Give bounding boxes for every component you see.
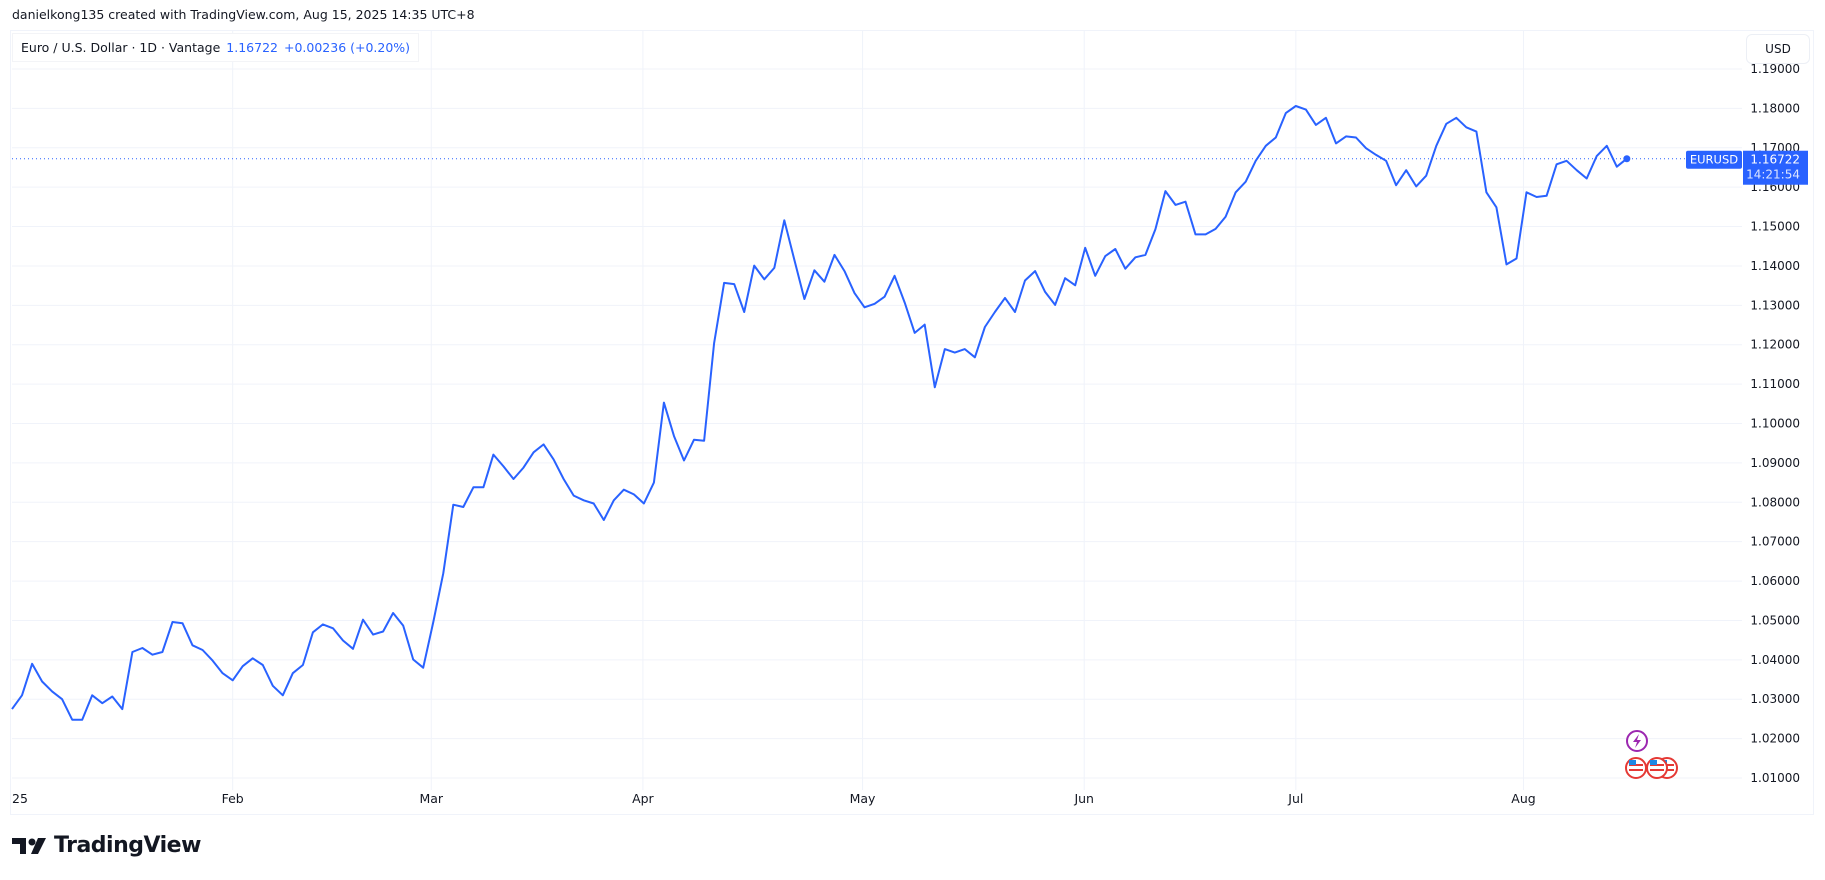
y-tick-label: 1.15000 xyxy=(1750,220,1800,234)
chart-credit: danielkong135 created with TradingView.c… xyxy=(12,7,475,22)
y-tick-label: 1.03000 xyxy=(1750,692,1800,706)
flag-stripe xyxy=(1650,769,1664,771)
symbol-tag-text: EURUSD xyxy=(1690,153,1738,167)
x-tick-label: Aug xyxy=(1511,791,1535,806)
symbol-price-tag xyxy=(1686,150,1742,169)
y-tick-label: 1.13000 xyxy=(1750,298,1800,312)
y-tick-label: 1.09000 xyxy=(1750,456,1800,470)
chart-pane[interactable] xyxy=(10,30,1814,815)
symbol-description: Euro / U.S. Dollar · 1D · Vantage xyxy=(21,40,221,55)
lightning-glyph xyxy=(1633,734,1641,748)
logo-text: TradingView xyxy=(54,833,201,858)
x-tick-label: 25 xyxy=(12,791,28,806)
flag-canton xyxy=(1650,760,1657,765)
y-tick-label: 1.12000 xyxy=(1750,338,1800,352)
y-tick-label: 1.10000 xyxy=(1750,417,1800,431)
y-tick-label: 1.04000 xyxy=(1750,653,1800,667)
last-point-marker xyxy=(1623,155,1631,163)
x-tick-label: Mar xyxy=(419,791,443,806)
symbol-legend[interactable]: Euro / U.S. Dollar · 1D · Vantage 1.1672… xyxy=(12,33,420,62)
flag-canton xyxy=(1629,760,1636,765)
currency-button[interactable]: USD xyxy=(1746,34,1810,64)
y-tick-label: 1.18000 xyxy=(1750,101,1800,115)
y-tick-label: 1.14000 xyxy=(1750,259,1800,273)
x-tick-label: Jul xyxy=(1287,791,1303,806)
price-tag-value: 1.16722 xyxy=(1750,153,1800,167)
flag-stripe xyxy=(1629,769,1643,771)
y-tick-label: 1.05000 xyxy=(1750,613,1800,627)
y-tick-label: 1.02000 xyxy=(1750,732,1800,746)
y-tick-label: 1.06000 xyxy=(1750,574,1800,588)
y-tick-label: 1.11000 xyxy=(1750,377,1800,391)
x-tick-label: Feb xyxy=(222,791,244,806)
tradingview-logo[interactable]: TradingView xyxy=(12,833,201,858)
y-tick-label: 1.07000 xyxy=(1750,535,1800,549)
price-tag-countdown: 14:21:54 xyxy=(1746,168,1800,182)
x-tick-label: Jun xyxy=(1073,791,1094,806)
y-tick-label: 1.08000 xyxy=(1750,495,1800,509)
last-price: 1.16722 xyxy=(226,40,278,55)
price-line xyxy=(11,105,1628,721)
price-axis-tag xyxy=(1743,150,1808,185)
y-tick-label: 1.19000 xyxy=(1750,62,1800,76)
tradingview-logo-icon xyxy=(12,837,46,854)
x-tick-label: Apr xyxy=(632,791,654,806)
y-tick-label: 1.01000 xyxy=(1750,771,1800,785)
price-change: +0.00236 (+0.20%) xyxy=(283,40,411,55)
x-tick-label: May xyxy=(850,791,876,806)
